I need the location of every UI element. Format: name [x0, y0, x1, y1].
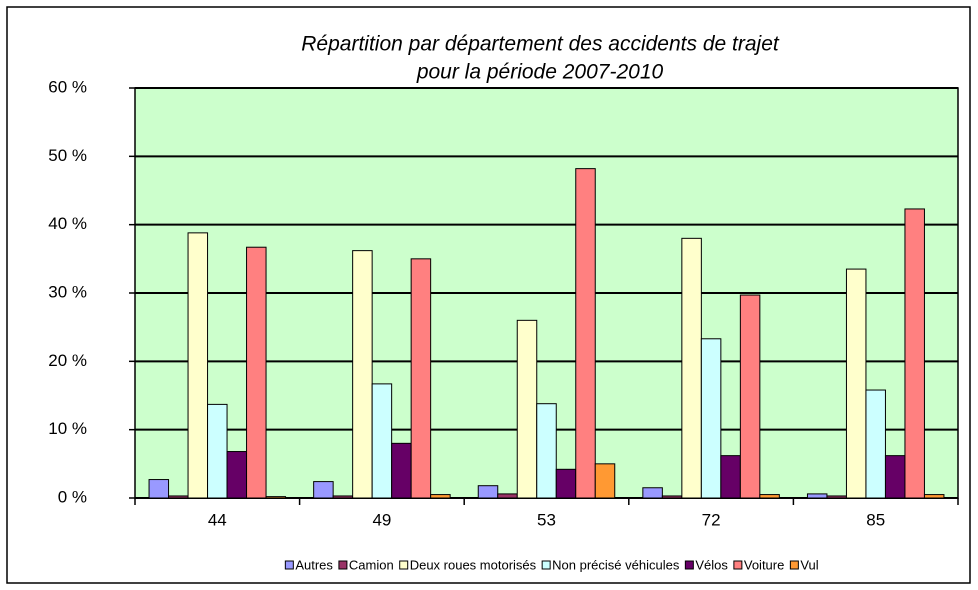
x-tick-label: 49: [372, 510, 391, 529]
bar: [187, 232, 209, 499]
bar: [884, 455, 906, 499]
bar: [148, 479, 170, 499]
x-tick-label: 44: [208, 510, 227, 529]
legend-swatch: [338, 560, 348, 570]
bar: [865, 389, 886, 499]
legend-swatch: [684, 560, 694, 570]
bar: [806, 493, 828, 499]
x-tick-label: 85: [866, 510, 885, 529]
y-tick-label: 60 %: [48, 77, 87, 96]
bar: [845, 268, 867, 499]
y-tick-label: 40 %: [48, 214, 87, 233]
legend-swatch: [399, 560, 409, 570]
bar: [594, 463, 616, 499]
bar: [430, 494, 451, 499]
bar: [168, 495, 189, 499]
bar: [923, 494, 945, 499]
bar: [371, 383, 393, 499]
y-tick-label: 20 %: [48, 351, 87, 370]
bar: [536, 403, 557, 499]
legend-label: Autres: [295, 557, 333, 572]
bar: [575, 168, 596, 499]
legend-label: Voiture: [744, 557, 784, 572]
bar: [700, 338, 722, 499]
bar: [555, 468, 577, 499]
bar: [207, 403, 228, 499]
chart-title: pour la période 2007-2010: [416, 61, 664, 84]
y-tick-label: 10 %: [48, 419, 87, 438]
bar: [661, 495, 683, 499]
bar: [681, 237, 702, 499]
legend-swatch: [789, 560, 799, 570]
bar: [265, 496, 287, 499]
bar: [410, 258, 432, 499]
legend-swatch: [733, 560, 743, 570]
legend-label: Camion: [349, 557, 394, 572]
y-tick-label: 50 %: [48, 146, 87, 165]
legend-label: Non précisé véhicules: [552, 557, 680, 572]
bar: [904, 208, 925, 499]
bar: [477, 485, 499, 499]
bar: [739, 294, 761, 499]
bar: [642, 487, 663, 499]
bar: [497, 493, 518, 499]
bar: [720, 455, 741, 499]
bar: [313, 481, 334, 499]
y-tick-label: 0 %: [58, 487, 87, 506]
chart-title: Répartition par département des accident…: [301, 33, 780, 56]
x-tick-label: 53: [537, 510, 556, 529]
bar: [352, 250, 373, 499]
legend-swatch: [284, 560, 294, 570]
legend-label: Vul: [800, 557, 818, 572]
bar: [246, 246, 267, 499]
x-tick-label: 72: [702, 510, 721, 529]
bar: [332, 495, 354, 499]
bar: [826, 495, 847, 499]
legend-label: Deux roues motorisés: [410, 557, 537, 572]
bar: [516, 319, 538, 499]
y-tick-label: 30 %: [48, 282, 87, 301]
bar: [226, 451, 248, 499]
legend-label: Vélos: [695, 557, 728, 572]
legend-swatch: [541, 560, 551, 570]
bar: [391, 442, 412, 499]
bar: [759, 494, 780, 499]
